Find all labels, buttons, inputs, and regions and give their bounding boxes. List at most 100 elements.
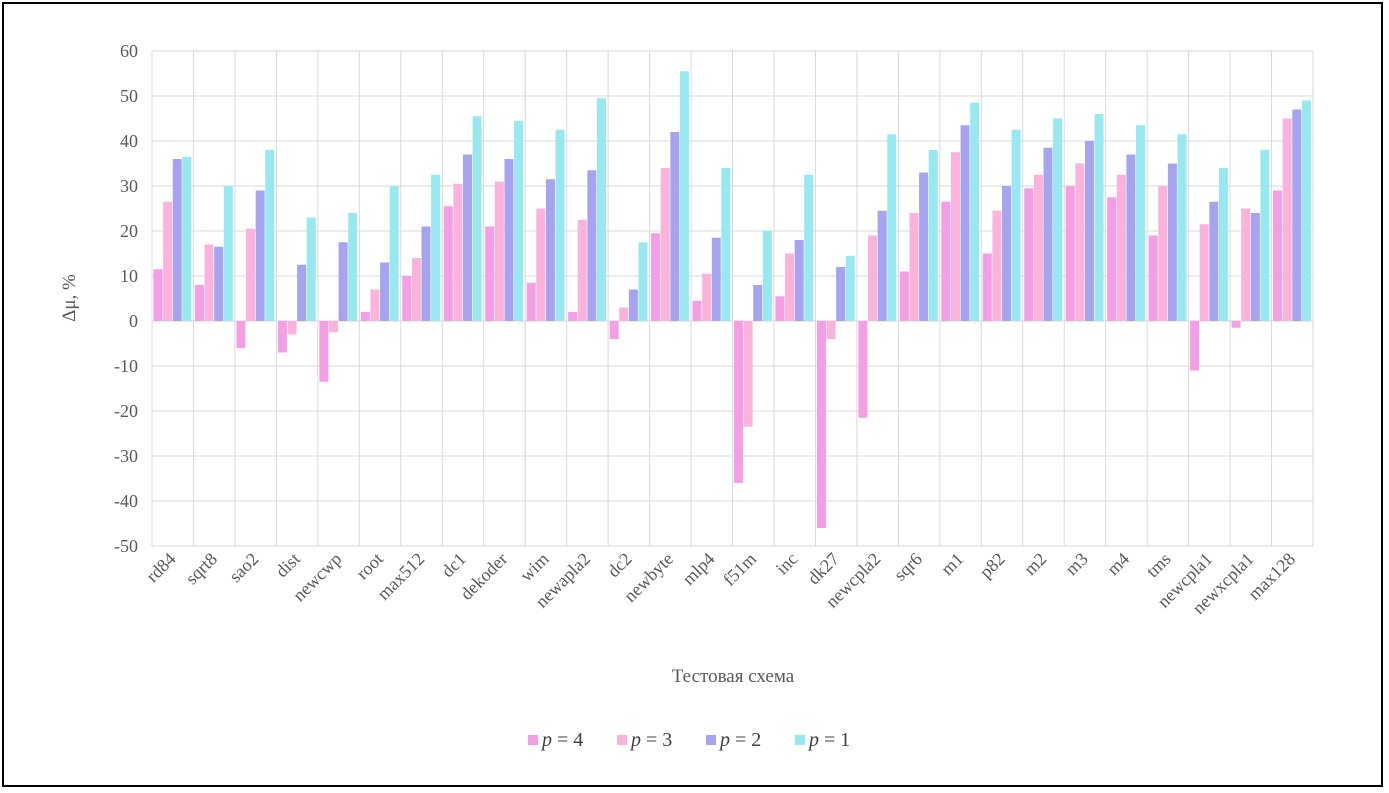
x-tick-label: dist [271, 549, 304, 582]
bar [214, 246, 224, 321]
bar [1190, 321, 1200, 371]
bar [255, 190, 265, 321]
bar [204, 244, 214, 321]
bar [1148, 235, 1158, 321]
bar [277, 321, 287, 353]
bar [638, 242, 648, 321]
bar [380, 262, 390, 321]
bar [1136, 125, 1146, 321]
bar [421, 226, 431, 321]
x-tick-label: dc1 [437, 549, 470, 582]
y-tick-label: 20 [120, 221, 138, 241]
bar [1053, 118, 1063, 321]
bar [609, 321, 619, 339]
bar [265, 150, 275, 321]
bar [287, 321, 297, 335]
bar [1292, 109, 1302, 321]
bar [679, 71, 689, 321]
bar [194, 285, 204, 321]
legend: p = 4 p = 3 p = 2 p = 1 [528, 729, 850, 751]
bar [1084, 141, 1094, 321]
y-tick-label: -40 [114, 491, 138, 511]
legend-swatch [528, 735, 538, 745]
bar [1177, 134, 1187, 321]
x-tick-label: sqrt8 [181, 549, 221, 589]
bar [1209, 201, 1219, 321]
bar [348, 213, 358, 321]
bar [1033, 174, 1043, 321]
x-tick-label: max512 [373, 549, 428, 604]
legend-label: p = 3 [629, 729, 672, 751]
bar [702, 273, 712, 321]
bar [172, 159, 182, 321]
x-tick-label: f51m [719, 549, 760, 590]
legend-swatch [706, 735, 716, 745]
y-tick-label: 40 [120, 131, 138, 151]
x-tick-label: m3 [1061, 549, 1091, 579]
y-tick-label: 50 [120, 86, 138, 106]
bar [555, 129, 565, 321]
bar [877, 210, 887, 321]
bar [360, 312, 370, 321]
bar [319, 321, 329, 382]
bar [660, 168, 670, 321]
bar [887, 134, 897, 321]
bar [1126, 154, 1136, 321]
bar [504, 159, 514, 321]
bar [1075, 163, 1085, 321]
bar [485, 226, 495, 321]
bar [941, 201, 951, 321]
bar [785, 253, 795, 321]
bar [1094, 114, 1104, 321]
bar [743, 321, 753, 427]
bar [338, 242, 348, 321]
x-tick-label: max128 [1244, 549, 1299, 604]
bar [1282, 118, 1292, 321]
bar [753, 285, 763, 321]
bar [1065, 186, 1075, 321]
bar [1002, 186, 1012, 321]
x-tick-label: wim [516, 549, 553, 586]
bar [153, 269, 163, 321]
bars [153, 71, 1311, 528]
bar [794, 240, 804, 321]
bar [389, 186, 399, 321]
bar [1301, 100, 1311, 321]
bar [960, 125, 970, 321]
bar [899, 271, 909, 321]
bar [670, 132, 680, 321]
y-tick-label: 60 [120, 41, 138, 61]
x-tick-label: m4 [1103, 549, 1133, 579]
bar [762, 231, 772, 321]
bar [182, 156, 192, 321]
bar [453, 183, 463, 321]
x-tick-label: mlp4 [678, 549, 718, 589]
x-tick-label: m2 [1020, 549, 1050, 579]
x-tick-label: rd84 [142, 549, 179, 586]
bar [992, 210, 1002, 321]
bar [721, 168, 731, 321]
y-tick-labels: -50 -40 -30 -20 -10 0 10 20 30 40 50 60 [114, 41, 138, 556]
x-tick-label: p82 [976, 549, 1009, 582]
bar [1116, 174, 1126, 321]
bar [1231, 321, 1241, 328]
bar [402, 276, 412, 321]
x-tick-label: root [352, 549, 387, 584]
bar [545, 179, 555, 321]
bar [246, 228, 256, 321]
y-tick-label: 0 [129, 311, 138, 331]
bar [928, 150, 938, 321]
legend-label: p = 4 [540, 729, 583, 751]
bar [950, 152, 960, 321]
bar [692, 300, 702, 321]
bar [1199, 224, 1209, 321]
bar [845, 255, 855, 321]
legend-swatch [795, 735, 805, 745]
bar [858, 321, 868, 418]
bar [1260, 150, 1270, 321]
bar [816, 321, 826, 528]
legend-swatch [617, 735, 627, 745]
bar [236, 321, 246, 348]
